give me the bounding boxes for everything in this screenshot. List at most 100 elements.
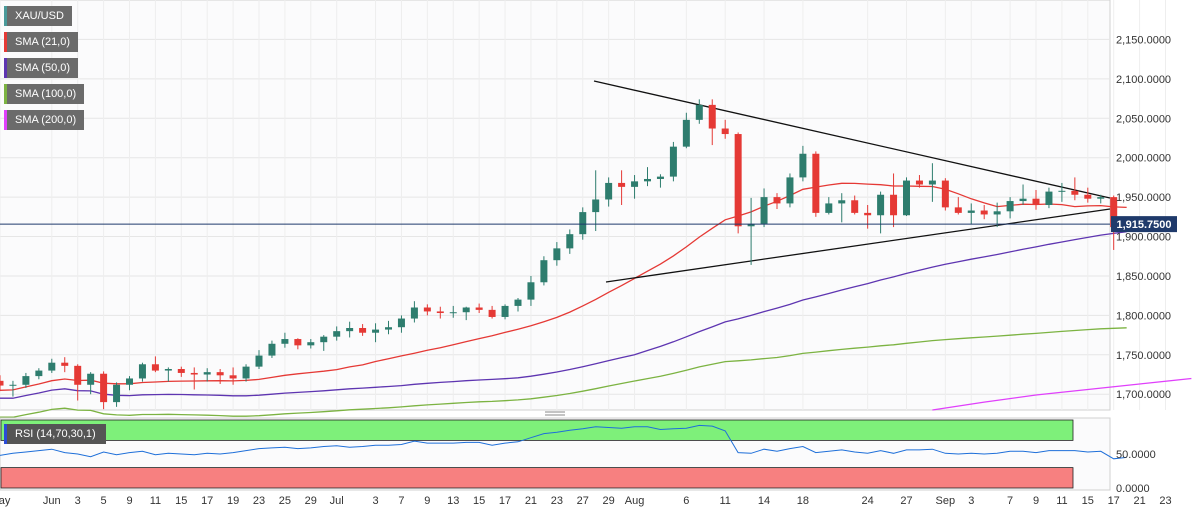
x-tick-label: 14 bbox=[758, 495, 770, 507]
candle-body bbox=[0, 380, 4, 386]
lower-trendline bbox=[605, 208, 1111, 283]
candle-body bbox=[475, 307, 483, 310]
x-tick-label: 3 bbox=[968, 495, 974, 507]
legend-swatch bbox=[4, 84, 7, 104]
date-axis: May Jun 3 5 9 11 15 17 19 23 25 29 Jul 3 7 9 13 15 17 21 23 2… bbox=[0, 495, 1172, 507]
candle-body bbox=[372, 329, 380, 333]
sma-200-line bbox=[932, 377, 1192, 411]
candle-body bbox=[87, 373, 95, 385]
candle-body bbox=[864, 212, 872, 216]
candle-body bbox=[786, 177, 794, 204]
candle-body bbox=[1110, 197, 1118, 228]
legend-swatch bbox=[4, 58, 7, 78]
legend-item[interactable]: XAU/USD bbox=[4, 6, 72, 26]
candle-body bbox=[954, 207, 962, 213]
x-tick-label: 27 bbox=[577, 495, 589, 507]
candle-body bbox=[514, 299, 522, 306]
rsi-legend-label: RSI (14,70,30,1) bbox=[15, 428, 96, 440]
price-axis: 2,150.0000 2,100.0000 2,050.0000 2,000.0000… bbox=[1116, 34, 1171, 401]
rsi-zones bbox=[0, 419, 1074, 489]
legend-item[interactable]: SMA (100,0) bbox=[4, 84, 85, 104]
x-tick-label: 9 bbox=[126, 495, 132, 507]
x-tick-label: 24 bbox=[862, 495, 874, 507]
legend-swatch bbox=[4, 110, 7, 130]
legend-swatch bbox=[4, 6, 7, 26]
candle-body bbox=[320, 336, 328, 343]
x-tick-label: 18 bbox=[797, 495, 809, 507]
candle-body bbox=[747, 223, 755, 227]
rsi-axis: 50.0000 0.0000 bbox=[1116, 449, 1156, 495]
y-tick-label: 1,950.0000 bbox=[1116, 192, 1171, 204]
candle-body bbox=[605, 182, 613, 200]
legend-item[interactable]: SMA (50,0) bbox=[4, 58, 79, 78]
rsi-swatch bbox=[4, 424, 7, 444]
candle-body bbox=[229, 375, 237, 379]
y-tick-label: 1,750.0000 bbox=[1116, 350, 1171, 362]
x-tick-label: 27 bbox=[900, 495, 912, 507]
candle-body bbox=[216, 372, 224, 376]
candle-body bbox=[553, 248, 561, 261]
candle-body bbox=[656, 176, 664, 179]
candle-body bbox=[721, 128, 729, 135]
candle-body bbox=[695, 104, 703, 120]
candle-body bbox=[980, 210, 988, 215]
legend-label: SMA (50,0) bbox=[15, 62, 71, 74]
x-tick-label: 9 bbox=[424, 495, 430, 507]
sma-100-line bbox=[0, 327, 1127, 418]
candle-body bbox=[967, 210, 975, 213]
candle-body bbox=[1006, 201, 1014, 212]
x-tick-label: 6 bbox=[683, 495, 689, 507]
candle-body bbox=[164, 369, 172, 371]
x-tick-label: 11 bbox=[719, 495, 730, 507]
x-tick-label: 3 bbox=[372, 495, 378, 507]
x-tick-label: 17 bbox=[499, 495, 511, 507]
candle-body bbox=[851, 200, 859, 213]
x-tick-label: Jul bbox=[330, 495, 344, 507]
candle-body bbox=[462, 307, 470, 313]
y-tick-label: 2,000.0000 bbox=[1116, 153, 1171, 165]
candle-body bbox=[579, 212, 587, 235]
candle-body bbox=[177, 369, 185, 373]
candle-body bbox=[760, 197, 768, 224]
rsi-overbought-zone bbox=[0, 419, 1074, 441]
candle-body bbox=[410, 307, 418, 319]
y-tick-label: 1,900.0000 bbox=[1116, 232, 1171, 244]
candle-body bbox=[540, 260, 548, 283]
candle-body bbox=[1071, 190, 1079, 195]
candle-body bbox=[941, 180, 949, 208]
x-tick-label: 23 bbox=[1159, 495, 1171, 507]
candle-body bbox=[126, 378, 133, 385]
x-tick-label: 21 bbox=[525, 495, 537, 507]
x-tick-label: 15 bbox=[175, 495, 187, 507]
candle-body bbox=[1084, 194, 1092, 199]
x-tick-label: 19 bbox=[227, 495, 239, 507]
candle-body bbox=[138, 364, 146, 379]
candle-body bbox=[449, 312, 457, 314]
panel-splitter-handle[interactable] bbox=[545, 411, 565, 416]
candle-body bbox=[501, 305, 509, 317]
x-tick-label: 11 bbox=[150, 495, 161, 507]
candle-body bbox=[397, 318, 405, 328]
y-tick-label: 1,700.0000 bbox=[1116, 389, 1171, 401]
candle-body bbox=[281, 339, 289, 344]
candle-body bbox=[903, 180, 910, 216]
candle-body bbox=[838, 200, 846, 204]
legend-item[interactable]: SMA (21,0) bbox=[4, 32, 79, 52]
x-tick-label: 15 bbox=[473, 495, 485, 507]
candle-body bbox=[890, 194, 898, 216]
x-tick-label: 3 bbox=[75, 495, 81, 507]
candlesticks bbox=[0, 99, 1131, 410]
rsi-oversold-zone bbox=[0, 467, 1074, 489]
x-tick-label: 7 bbox=[398, 495, 404, 507]
x-tick-label: 9 bbox=[1033, 495, 1039, 507]
candle-body bbox=[928, 180, 936, 185]
x-tick-label: Jun bbox=[43, 495, 61, 507]
candle-body bbox=[1032, 198, 1040, 205]
candle-body bbox=[644, 178, 651, 182]
y-tick-label: 1,850.0000 bbox=[1116, 271, 1171, 283]
candle-body bbox=[618, 182, 626, 187]
candle-body bbox=[682, 119, 690, 147]
rsi-legend-item[interactable]: RSI (14,70,30,1) bbox=[4, 424, 106, 444]
legend-item[interactable]: SMA (200,0) bbox=[4, 110, 85, 130]
rsi-tick-label: 50.0000 bbox=[1116, 449, 1156, 461]
